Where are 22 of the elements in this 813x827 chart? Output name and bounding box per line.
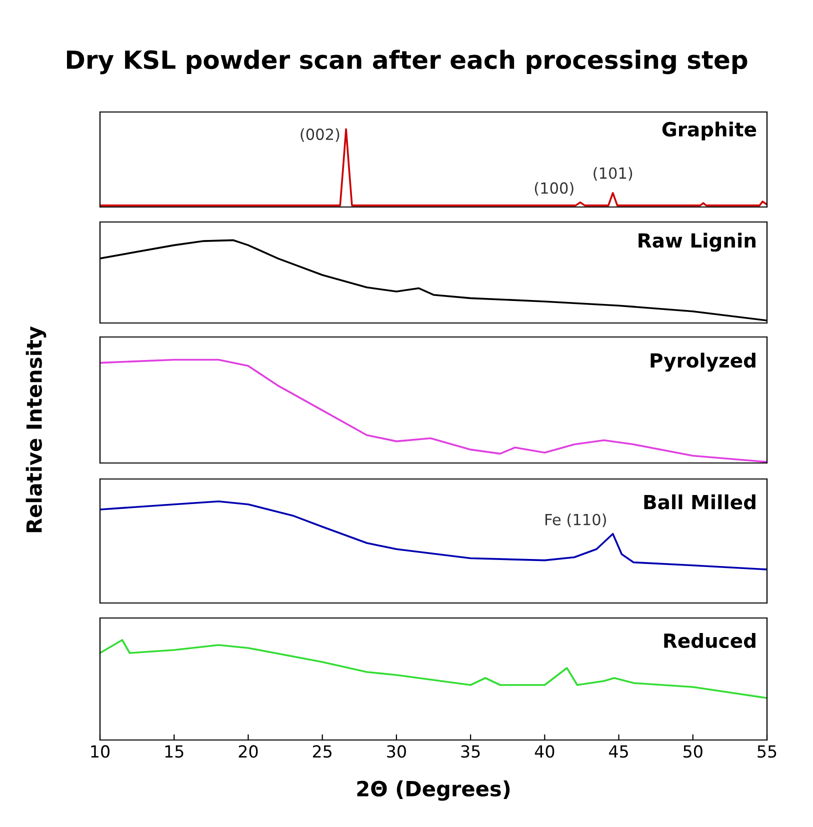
x-tick-label: 45 — [608, 745, 628, 758]
text: Ball Milled — [644, 494, 756, 510]
x-tick-label: 15 — [165, 745, 184, 758]
x-tick-label: 25 — [312, 745, 332, 758]
series-label: Reduced — [664, 632, 756, 648]
x-axis-title: 2Θ (Degrees) — [357, 780, 510, 801]
text: Graphite — [662, 122, 756, 140]
x-tick-label: 55 — [758, 745, 776, 758]
annotation: (002) — [300, 128, 340, 142]
x-tick-label: 50 — [684, 745, 702, 758]
y-axis-title: Relative Intensity — [26, 326, 46, 532]
annotation: (100) — [534, 182, 574, 196]
x-tick-label: 20 — [238, 745, 258, 758]
annotation: Fe (110) — [546, 514, 606, 528]
text: Raw Lignin — [638, 232, 756, 252]
x-tick-label: 40 — [534, 745, 554, 758]
x-tick-label: 35 — [461, 745, 480, 758]
x-tick-label: 30 — [387, 745, 406, 758]
x-tick-label: 10 — [91, 745, 110, 758]
annotation: (101) — [594, 167, 632, 181]
chart-title: Dry KSL powder scan after each processing step — [66, 50, 748, 74]
text: Pyrolyzed — [650, 352, 756, 372]
